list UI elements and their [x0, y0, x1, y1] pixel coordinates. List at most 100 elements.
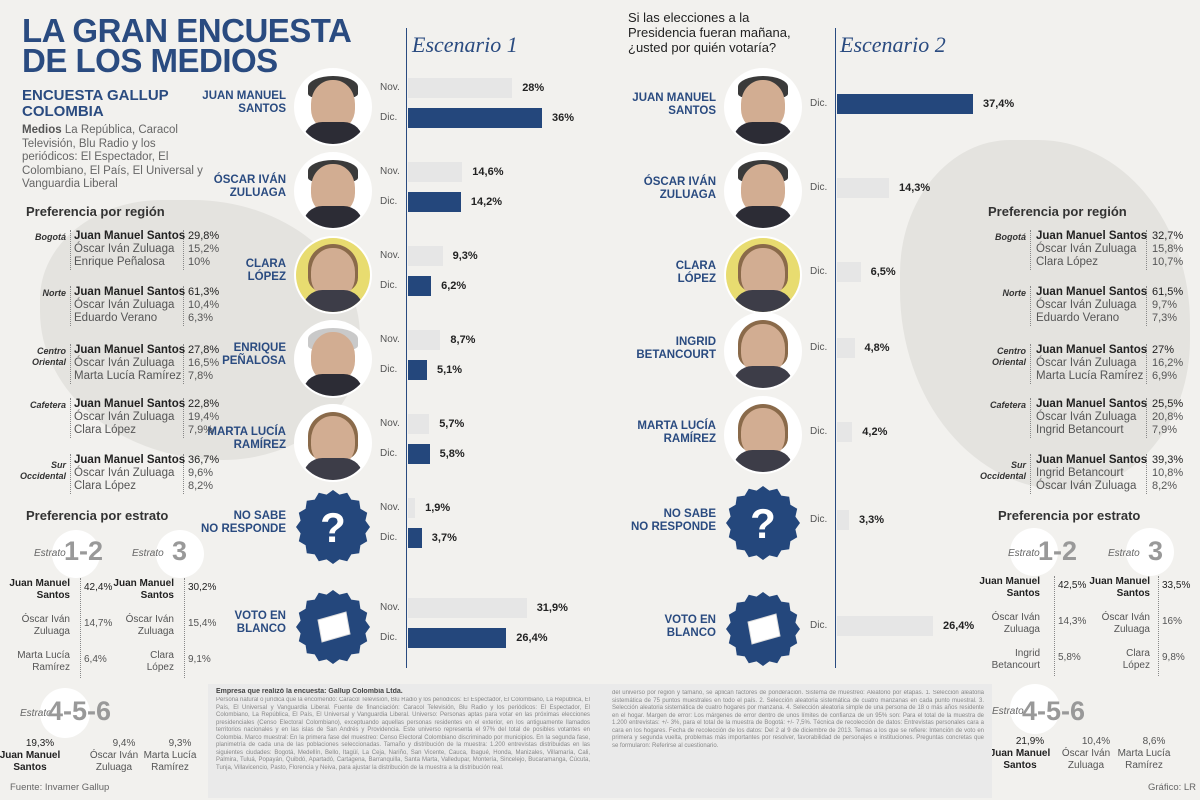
- candidate-name-line: VOTO EN: [664, 614, 716, 626]
- region-value-right: 8,2%: [1152, 480, 1178, 492]
- estrato-value-right: 33,5%: [1162, 580, 1191, 591]
- region-candidate-left: Juan Manuel Santos: [74, 286, 186, 298]
- region-value-left: 36,7%: [188, 454, 220, 466]
- region-divider-right: [1146, 398, 1148, 438]
- scenario-1-bar: [408, 628, 507, 648]
- media-sponsors: Medios La República, Caracol Televisión,…: [22, 124, 203, 190]
- scenario-1-month-label: Dic.: [380, 632, 398, 643]
- region-value-left: 27,8%: [188, 344, 220, 356]
- estrato-candidate-right: Juan Manuel Santos: [976, 576, 1040, 600]
- region-candidate-right: Marta Lucía Ramírez: [1036, 370, 1144, 382]
- region-candidate-right: Juan Manuel Santos: [1036, 286, 1148, 298]
- scenario-1-month-label: Dic.: [380, 532, 398, 543]
- photo-face: [311, 332, 355, 382]
- estrato-heading-right: Preferencia por estrato: [998, 508, 1141, 523]
- scenario-1-candidate-name: JUAN MANUEL SANTOS: [166, 90, 286, 116]
- region-divider-right: [1030, 454, 1032, 494]
- region-value-right: 39,3%: [1152, 454, 1184, 466]
- question-badge-icon: ?: [296, 490, 370, 564]
- region-value-right: 7,3%: [1152, 312, 1178, 324]
- estrato-name-line: Santos: [1116, 588, 1150, 599]
- scenario-1-bar: [408, 108, 542, 128]
- estrato-name-line: Juan Manuel: [989, 748, 1051, 759]
- page-title: LA GRAN ENCUESTA DE LOS MEDIOS: [22, 12, 352, 79]
- estrato-name-line: Óscar Iván: [89, 750, 139, 761]
- region-divider-right: [1146, 454, 1148, 494]
- photo-suit: [733, 206, 793, 228]
- scenario-1-value-label: 5,7%: [439, 418, 465, 430]
- estrato-value-left: 15,4%: [188, 618, 217, 629]
- region-divider-left: [183, 454, 185, 494]
- scenario-2-value-label: 14,3%: [899, 182, 931, 194]
- scenario-2-candidate-name: VOTO EN BLANCO: [596, 614, 716, 640]
- estrato-name-line: Juan Manuel: [9, 578, 70, 589]
- estrato-circle-right: [1010, 684, 1060, 734]
- region-label-right: Cafetera: [966, 400, 1026, 411]
- scenario-1-month-label: Dic.: [380, 448, 398, 459]
- region-divider-right: [1030, 398, 1032, 438]
- region-candidate-right: Eduardo Verano: [1036, 312, 1120, 324]
- photo-face: [741, 80, 785, 130]
- estrato-number-right: 3: [1148, 536, 1164, 566]
- scenario-2-month-label: Dic.: [810, 342, 828, 353]
- region-value-right: 9,7%: [1152, 299, 1178, 311]
- photo-clip: [726, 154, 800, 228]
- scenario-2-candidate-name: NO SABE NO RESPONDE: [596, 508, 716, 534]
- region-value-right: 10,8%: [1152, 467, 1184, 479]
- estrato-value-right: 8,6%: [1142, 736, 1166, 747]
- estrato-number-right: 4-5-6: [1022, 696, 1086, 726]
- candidate-name-line: BLANCO: [666, 627, 716, 639]
- candidate-name-line: RAMÍREZ: [663, 433, 716, 445]
- scenario-1-month-label: Nov.: [380, 82, 400, 93]
- estrato-name-line: Ramírez: [151, 762, 189, 773]
- scenario-2-month-label: Dic.: [810, 182, 828, 193]
- scenario-1-candidate-name: CLARA LÓPEZ: [166, 258, 286, 284]
- photo-clip: [726, 238, 800, 312]
- scenario-1-bar: [408, 78, 513, 98]
- scenario-1-month-label: Nov.: [380, 166, 400, 177]
- estrato-candidate-left: Clara López: [110, 650, 174, 674]
- scenario-2-candidate-name: CLARA LÓPEZ: [596, 260, 716, 286]
- estrato-name-line: Santos: [140, 590, 174, 601]
- candidate-name-line: NO RESPONDE: [201, 523, 286, 535]
- estrato-name-line: Ramírez: [32, 662, 70, 673]
- estrato-number-left: 1-2: [64, 536, 104, 566]
- region-value-right: 25,5%: [1152, 398, 1184, 410]
- estrato-name-line: Santos: [1003, 760, 1037, 771]
- photo-suit: [303, 290, 363, 312]
- estrato-word-right: Estrato: [992, 706, 1024, 717]
- region-candidate-left: Clara López: [74, 480, 137, 492]
- estrato-name-line: Betancourt: [991, 660, 1040, 671]
- svg-text:?: ?: [750, 500, 776, 547]
- region-label-line: Cafetera: [29, 400, 66, 410]
- estrato-name-line: Clara: [150, 650, 174, 661]
- estrato-name-line: Marta Lucía: [143, 750, 197, 761]
- candidate-photo-e2-0: [726, 70, 800, 144]
- estrato-value-right: 14,3%: [1058, 616, 1087, 627]
- region-value-left: 7,9%: [188, 424, 214, 436]
- estrato-candidate-left: Óscar Iván Zuluaga: [6, 614, 70, 638]
- methodology-heading: Empresa que realizó la encuesta: Gallup …: [216, 688, 403, 695]
- region-label-line: Bogotá: [35, 232, 66, 242]
- question-badge-icon: ?: [726, 486, 800, 560]
- region-label-left: Sur Occidental: [6, 460, 66, 482]
- candidate-name-line: ZULUAGA: [229, 187, 286, 199]
- region-value-right: 27%: [1152, 344, 1175, 356]
- scenario-2-candidate-name: MARTA LUCÍA RAMÍREZ: [596, 420, 716, 446]
- region-divider-right: [1146, 230, 1148, 270]
- scenario-2-candidate-name: INGRID BETANCOURT: [596, 336, 716, 362]
- scenario-1-value-label: 8,7%: [450, 334, 476, 346]
- region-label-line: Occidental: [979, 471, 1026, 481]
- region-candidate-right: Ingrid Betancourt: [1036, 424, 1124, 436]
- estrato-candidate-right: Juan Manuel Santos: [980, 748, 1060, 772]
- scenario-2-bar: [837, 338, 855, 358]
- candidate-photo-e1-3: [296, 322, 370, 396]
- region-label-right: Norte: [966, 288, 1026, 299]
- estrato-candidate-right: Óscar Iván Zuluaga: [1086, 612, 1150, 636]
- scenario-2-bar: [837, 616, 933, 636]
- estrato-name-line: Juan Manuel: [979, 576, 1040, 587]
- region-value-left: 9,6%: [188, 467, 214, 479]
- candidate-name-line: LÓPEZ: [677, 273, 716, 285]
- region-candidate-right: Juan Manuel Santos: [1036, 398, 1148, 410]
- map-silhouette-right: [900, 140, 1190, 490]
